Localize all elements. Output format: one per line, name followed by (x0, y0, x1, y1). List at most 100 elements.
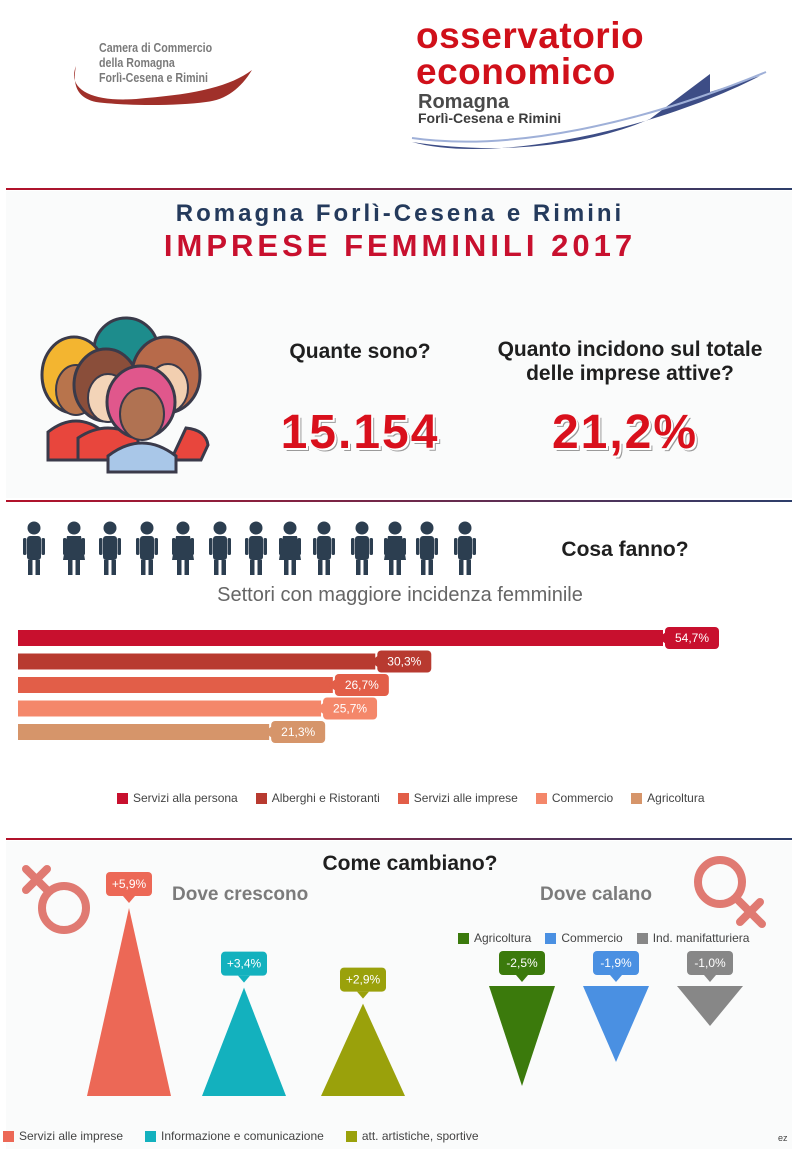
legend-label: Commercio (551, 791, 614, 805)
woman-worker-figure-icon (384, 521, 406, 575)
svg-text:26,7%: 26,7% (345, 678, 379, 692)
growth-heading: Dove crescono (172, 884, 309, 905)
growth-value-label: +3,4% (221, 951, 267, 983)
sector-bar-label: 21,3% (264, 721, 326, 743)
legend-label: Ind. manifatturiera (652, 931, 750, 945)
legend-label: Informazione e comunicazione (161, 1129, 324, 1143)
women-enterprises-share: 21,2% (551, 406, 699, 459)
osservatorio-economico-logo: osservatorio economico Romagna Forlì-Ces… (410, 14, 780, 164)
legend-swatch (145, 1130, 157, 1142)
decline-sectors-chart: -2,5% -1,9% -1,0% (489, 951, 743, 1086)
sector-legend-item: Agricoltura (631, 791, 705, 805)
camera-logo-text: Camera di Commercio della Romagna Forlì-… (99, 40, 213, 85)
osservatorio-logo-region: Romagna (418, 91, 510, 113)
sector-bar-label: 54,7% (658, 627, 719, 649)
sector-bar-label: 26,7% (327, 674, 389, 696)
growth-chart-legend: Servizi alle imprese Informazione e comun… (3, 1129, 479, 1143)
legend-swatch (345, 1130, 357, 1142)
legend-swatch (535, 792, 547, 804)
decline-value-label: -1,0% (687, 951, 733, 982)
svg-text:-1,0%: -1,0% (694, 956, 726, 970)
bar-chart-legend: Servizi alla persona Alberghi e Ristorant… (117, 791, 705, 805)
decline-legend-item: Agricoltura (458, 931, 531, 945)
female-symbol-icon (22, 865, 90, 934)
decline-chart-legend: Agricoltura Commercio Ind. manifatturiera (458, 931, 749, 945)
decline-legend-item: Ind. manifatturiera (636, 931, 750, 945)
sector-bar-label: 30,3% (370, 650, 432, 673)
sectors-question: Cosa fanno? (561, 538, 689, 561)
osservatorio-arrow-graphic (411, 71, 767, 150)
legend-swatch (117, 792, 128, 804)
section-divider (6, 838, 792, 840)
osservatorio-logo-title: osservatorio economico (416, 15, 645, 92)
woman-worker-figure-icon (313, 521, 335, 575)
svg-text:-1,9%: -1,9% (600, 956, 632, 970)
woman-worker-figure-icon (23, 521, 45, 575)
growth-legend-item: Informazione e comunicazione (145, 1129, 324, 1143)
legend-label: Agricoltura (474, 931, 532, 945)
female-symbol-icon (694, 856, 766, 928)
sector-legend-item: Commercio (535, 791, 614, 805)
svg-text:25,7%: 25,7% (333, 702, 367, 716)
legend-swatch (458, 932, 469, 944)
legend-swatch (3, 1130, 14, 1142)
svg-text:30,3%: 30,3% (387, 655, 421, 669)
sector-bar (18, 677, 333, 693)
legend-label: Servizi alle imprese (413, 791, 518, 805)
legend-swatch (545, 932, 557, 944)
decline-triangle (677, 986, 743, 1026)
growth-value-label: +5,9% (106, 872, 152, 903)
growth-triangle (321, 1003, 405, 1096)
sector-bar-label: 25,7% (316, 697, 378, 720)
growth-legend-item: att. artistiche, sportive (345, 1129, 479, 1143)
growth-legend-item: Servizi alle imprese (3, 1129, 123, 1143)
sector-legend-item: Servizi alla persona (117, 791, 238, 805)
women-group-icon (40, 316, 210, 474)
woman-worker-figure-icon (279, 521, 301, 575)
sector-bar (18, 700, 322, 717)
svg-text:21,3%: 21,3% (281, 725, 315, 739)
decline-heading: Dove calano (540, 884, 652, 905)
sector-bar (18, 724, 270, 740)
page-title: IMPRESE FEMMINILI 2017 (163, 228, 637, 263)
woman-worker-figure-icon (63, 521, 85, 575)
region-subtitle: Romagna Forlì-Cesena e Rimini (175, 200, 625, 227)
osservatorio-logo-province: Forlì-Cesena e Rimini (418, 110, 562, 126)
woman-worker-figure-icon (416, 521, 438, 575)
decline-value-label: -2,5% (499, 951, 545, 982)
legend-label: Servizi alle imprese (19, 1129, 124, 1143)
camera-logo-swoosh (74, 66, 252, 105)
share-question: Quanto incidono sul totale delle imprese… (497, 338, 763, 385)
svg-text:+5,9%: +5,9% (112, 877, 147, 891)
section-divider (6, 500, 792, 502)
legend-label: att. artistiche, sportive (361, 1129, 479, 1143)
growth-sectors-chart: +5,9% +3,4% +2,9% (87, 872, 405, 1096)
legend-label: Agricoltura (647, 791, 705, 805)
woman-worker-figure-icon (172, 521, 194, 575)
decline-value-label: -1,9% (593, 951, 639, 982)
bar-chart-title: Settori con maggiore incidenza femminile (217, 584, 583, 606)
svg-text:+2,9%: +2,9% (346, 973, 381, 987)
legend-swatch (631, 792, 643, 804)
sector-bar (18, 653, 376, 670)
woman-worker-figure-icon (245, 521, 267, 575)
legend-swatch (397, 792, 409, 804)
woman-worker-figure-icon (136, 521, 158, 575)
growth-triangle (87, 908, 171, 1096)
legend-label: Servizi alla persona (133, 791, 238, 805)
woman-worker-figure-icon (351, 521, 373, 575)
sector-share-bar-chart: 54,7% 30,3% 26,7% 25,7% 21,3% (18, 627, 719, 743)
legend-swatch (636, 932, 648, 944)
decline-triangle (583, 986, 649, 1062)
svg-text:+3,4%: +3,4% (227, 957, 262, 971)
woman-worker-figure-icon (209, 521, 231, 575)
legend-label: Commercio (561, 931, 623, 945)
decline-legend-item: Commercio (545, 931, 623, 945)
svg-text:-2,5%: -2,5% (506, 956, 538, 970)
author-signature: ez (778, 1133, 788, 1143)
sector-bar (18, 630, 663, 646)
sector-legend-item: Servizi alle imprese (397, 791, 518, 805)
svg-text:54,7%: 54,7% (675, 631, 709, 645)
camera-commercio-logo: Camera di Commercio della Romagna Forlì-… (66, 36, 266, 106)
sector-legend-item: Alberghi e Ristoranti (255, 791, 380, 805)
